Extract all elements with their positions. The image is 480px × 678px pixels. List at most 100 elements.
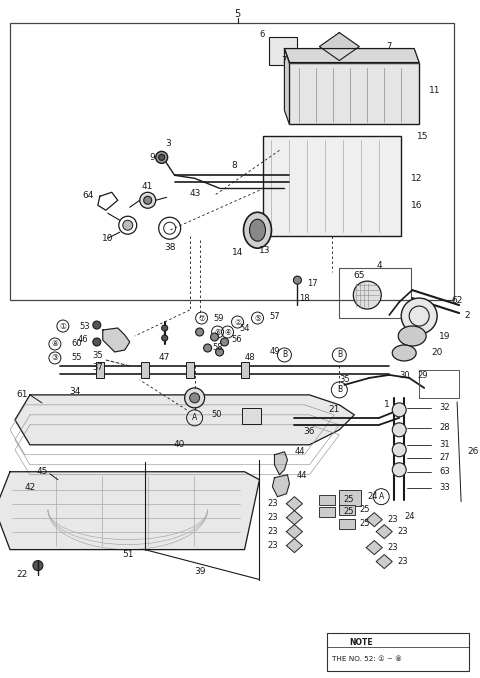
Text: 57: 57 <box>269 312 280 321</box>
Circle shape <box>204 344 212 352</box>
Text: 7: 7 <box>386 42 392 51</box>
Text: ⑥: ⑥ <box>214 327 221 336</box>
Text: 54: 54 <box>239 323 250 332</box>
Text: 45: 45 <box>36 467 48 476</box>
Text: 44: 44 <box>296 471 307 480</box>
Text: 41: 41 <box>142 182 154 191</box>
Bar <box>264 136 401 236</box>
Text: 53: 53 <box>80 321 90 331</box>
Text: 14: 14 <box>232 247 243 257</box>
Text: 10: 10 <box>102 234 114 243</box>
Bar <box>339 519 355 529</box>
Circle shape <box>140 193 156 208</box>
Text: 63: 63 <box>439 467 450 476</box>
Text: 1: 1 <box>384 401 390 410</box>
Text: 35: 35 <box>339 376 349 384</box>
Circle shape <box>162 335 168 341</box>
Text: 46: 46 <box>78 334 88 344</box>
Ellipse shape <box>243 212 272 248</box>
Circle shape <box>392 443 406 457</box>
Bar <box>10 22 454 300</box>
Polygon shape <box>366 540 382 555</box>
Text: A: A <box>379 492 384 501</box>
Circle shape <box>93 338 101 346</box>
Text: ⑦: ⑦ <box>198 313 205 323</box>
Bar <box>241 408 262 424</box>
Text: 2: 2 <box>464 311 470 319</box>
Polygon shape <box>15 395 354 445</box>
Circle shape <box>196 328 204 336</box>
Text: 37: 37 <box>93 363 103 372</box>
Bar <box>327 633 469 671</box>
Bar <box>289 62 419 125</box>
Text: B: B <box>337 351 342 359</box>
Text: 20: 20 <box>431 348 443 357</box>
Text: 15: 15 <box>417 132 429 141</box>
Circle shape <box>293 276 301 284</box>
Circle shape <box>33 561 43 571</box>
Ellipse shape <box>392 345 416 361</box>
Text: 24: 24 <box>367 492 378 501</box>
Text: 23: 23 <box>267 513 278 522</box>
Text: B: B <box>337 385 342 395</box>
Text: 28: 28 <box>439 423 450 433</box>
Text: 6: 6 <box>260 30 265 39</box>
Polygon shape <box>285 49 419 62</box>
Text: 13: 13 <box>259 245 270 255</box>
Text: 64: 64 <box>82 191 94 200</box>
Text: A: A <box>192 414 197 422</box>
Text: 48: 48 <box>244 353 255 363</box>
Text: 56: 56 <box>231 336 242 344</box>
Bar <box>339 490 361 506</box>
Circle shape <box>353 281 381 309</box>
Text: 5: 5 <box>234 9 240 18</box>
Text: ①: ① <box>60 321 66 331</box>
Text: 43: 43 <box>190 188 201 198</box>
Bar <box>319 495 336 504</box>
Polygon shape <box>285 49 289 125</box>
Ellipse shape <box>398 326 426 346</box>
Text: NOTE: NOTE <box>349 638 373 647</box>
Text: 23: 23 <box>267 527 278 536</box>
Polygon shape <box>366 513 382 527</box>
Text: 25: 25 <box>343 495 354 504</box>
Text: 11: 11 <box>429 86 441 95</box>
Circle shape <box>144 196 152 204</box>
Text: 39: 39 <box>194 567 205 576</box>
Text: 25: 25 <box>360 505 370 514</box>
Bar <box>339 268 411 318</box>
Polygon shape <box>287 497 302 511</box>
Text: 65: 65 <box>354 271 365 279</box>
Text: 61: 61 <box>16 391 28 399</box>
Text: ③: ③ <box>51 353 59 363</box>
Text: 23: 23 <box>267 541 278 550</box>
Polygon shape <box>273 475 289 497</box>
Text: 22: 22 <box>16 570 27 579</box>
Text: ④: ④ <box>224 327 231 336</box>
Circle shape <box>211 333 218 341</box>
Text: 23: 23 <box>387 543 397 552</box>
Text: 23: 23 <box>397 527 408 536</box>
Circle shape <box>190 393 200 403</box>
Text: 60: 60 <box>72 340 83 348</box>
Text: 29: 29 <box>417 372 428 380</box>
Text: 49: 49 <box>269 347 280 357</box>
Text: 18: 18 <box>299 294 310 302</box>
Polygon shape <box>287 525 302 538</box>
Text: 58: 58 <box>212 344 223 353</box>
Text: 40: 40 <box>174 440 185 450</box>
Text: 21: 21 <box>329 405 340 414</box>
Text: 35: 35 <box>93 351 103 361</box>
Text: 55: 55 <box>72 353 83 363</box>
Text: 25: 25 <box>343 507 354 516</box>
Bar <box>141 362 149 378</box>
Polygon shape <box>376 525 392 538</box>
Polygon shape <box>287 511 302 525</box>
Text: 16: 16 <box>411 201 423 210</box>
Text: 19: 19 <box>439 332 451 340</box>
Text: 24: 24 <box>404 512 414 521</box>
Text: ②: ② <box>234 317 241 327</box>
Text: 26: 26 <box>467 447 479 456</box>
Text: 31: 31 <box>439 440 450 450</box>
Polygon shape <box>376 555 392 569</box>
